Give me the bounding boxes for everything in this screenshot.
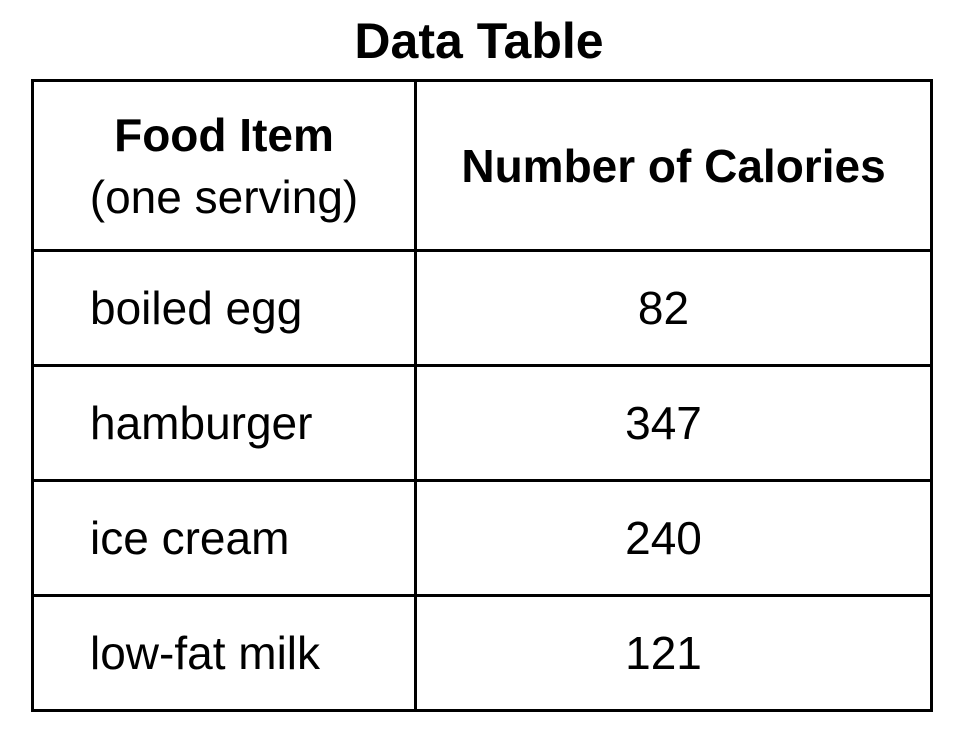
header-food-item-sublabel: (one serving) <box>89 170 359 223</box>
calories-cell: 240 <box>414 479 933 597</box>
header-food-item: Food Item (one serving) <box>31 79 417 252</box>
table-row: low-fat milk 121 <box>31 594 933 712</box>
calories-cell: 121 <box>414 594 933 712</box>
table-row: boiled egg 82 <box>31 249 933 367</box>
food-cell: ice cream <box>31 479 417 597</box>
food-cell: hamburger <box>31 364 417 482</box>
data-table: Food Item (one serving) Number of Calori… <box>31 79 933 712</box>
header-calories: Number of Calories <box>414 79 933 252</box>
food-cell: low-fat milk <box>31 594 417 712</box>
header-food-item-label: Food Item <box>114 108 334 161</box>
food-cell: boiled egg <box>31 249 417 367</box>
table-row: ice cream 240 <box>31 479 933 597</box>
table-header-row: Food Item (one serving) Number of Calori… <box>31 79 933 252</box>
calories-cell: 82 <box>414 249 933 367</box>
table-row: hamburger 347 <box>31 364 933 482</box>
table-title: Data Table <box>354 13 604 69</box>
calories-cell: 347 <box>414 364 933 482</box>
